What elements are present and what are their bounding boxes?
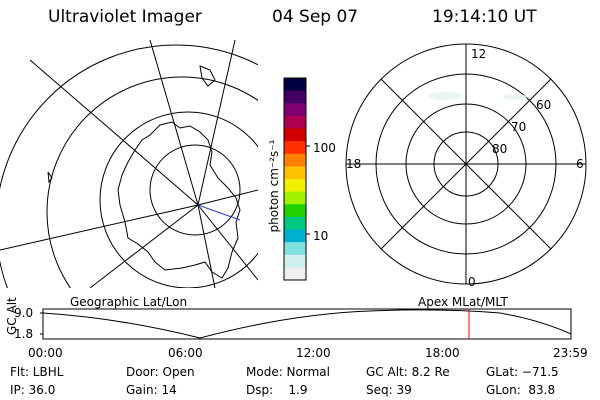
instrument-title: Ultraviolet Imager <box>48 7 202 27</box>
meridian <box>89 204 199 288</box>
timeline-frame <box>42 308 572 340</box>
mode-readout: Mode: Normal <box>246 365 330 379</box>
timeline-ytick-1-8: 1.8 <box>14 327 34 341</box>
mlt-label-0: 0 <box>468 275 476 289</box>
colorbar-cell <box>284 216 306 231</box>
mlt-diagonal <box>380 78 552 250</box>
meridian <box>197 40 236 206</box>
colorbar-cell <box>284 204 306 218</box>
colorbar-cell <box>284 179 306 193</box>
altitude-curve <box>42 309 572 339</box>
latitude-circle <box>46 76 258 288</box>
coastline <box>117 121 241 279</box>
mlat-label-80: 80 <box>492 142 508 156</box>
colorbar-cell <box>284 141 306 155</box>
colorbar-cell <box>284 103 306 117</box>
ip-readout: IP: 36.0 <box>10 383 56 397</box>
mlt-label-6: 6 <box>576 157 584 171</box>
colorbar-tick-label-10: 10 <box>313 229 329 243</box>
meridian <box>197 204 258 281</box>
glat-readout: GLat: −71.5 <box>486 365 559 379</box>
colorbar-cell <box>284 128 306 142</box>
colorbar-cell <box>284 166 306 180</box>
geographic-caption: Geographic Lat/Lon <box>70 295 188 309</box>
meridian <box>197 189 258 206</box>
meridian <box>149 40 199 206</box>
colorbar-cell <box>284 229 306 243</box>
colorbar-cell <box>284 78 306 92</box>
aurora-patch <box>429 92 461 100</box>
colorbar-tick-label-100: 100 <box>313 141 336 155</box>
observation-date: 04 Sep 07 <box>272 7 359 27</box>
glon-readout: GLon: 83.8 <box>486 383 556 397</box>
gc-altitude-readout: GC Alt: 8.2 Re <box>366 365 450 379</box>
timeline-ytick-9: 9.0 <box>14 306 34 320</box>
dsp-readout: Dsp: 1.9 <box>246 383 308 397</box>
timeline-xtick-2359: 23:59 <box>553 346 588 360</box>
colorbar-cell <box>284 153 306 167</box>
door-readout: Door: Open <box>126 365 195 379</box>
latitude-circle <box>149 144 241 236</box>
colorbar-cell <box>284 254 306 268</box>
latitude-circle <box>99 111 258 288</box>
aurora-patch <box>503 94 527 100</box>
timeline-xtick-0000: 00:00 <box>28 346 63 360</box>
colorbar-cell <box>284 115 306 130</box>
colorbar-cell <box>284 191 306 205</box>
meridian <box>0 204 199 251</box>
meridian <box>197 204 216 288</box>
colorbar-cell <box>284 242 306 256</box>
colorbar <box>283 77 310 281</box>
timeline-xtick-1200: 12:00 <box>296 346 331 360</box>
coastline <box>199 65 216 87</box>
mlat-label-70: 70 <box>511 120 527 134</box>
mlt-label-12: 12 <box>471 47 487 61</box>
mlat-label-60: 60 <box>536 98 552 112</box>
meridian <box>29 59 199 206</box>
seq-readout: Seq: 39 <box>366 383 412 397</box>
mlt-label-18: 18 <box>346 157 362 171</box>
coastline <box>47 171 53 184</box>
observation-time: 19:14:10 UT <box>432 7 537 27</box>
gain-readout: Gain: 14 <box>126 383 177 397</box>
filter-readout: Flt: LBHL <box>10 365 64 379</box>
latitude-circle <box>0 44 258 288</box>
apex-caption: Apex MLat/MLT <box>418 295 508 309</box>
satellite-track <box>197 204 241 221</box>
colorbar-cell <box>284 90 306 104</box>
timeline-xtick-1800: 18:00 <box>425 346 460 360</box>
colorbar-cell <box>284 267 306 281</box>
timeline-xtick-0600: 06:00 <box>168 346 203 360</box>
